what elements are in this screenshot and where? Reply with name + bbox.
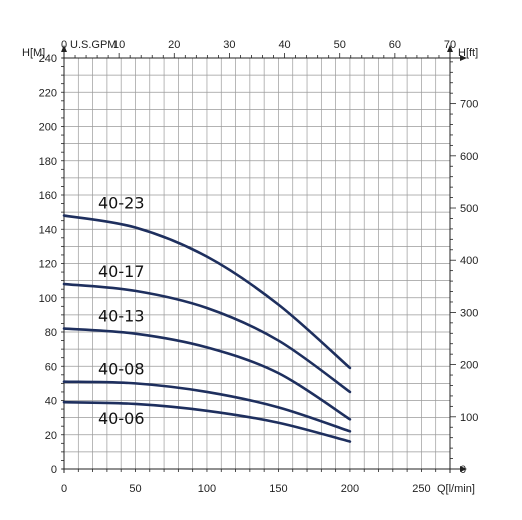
y-axis-right-label: H[ft] <box>458 47 478 59</box>
y-right-tick-label: 600 <box>460 151 478 163</box>
x-bottom-tick-label: 0 <box>61 483 67 495</box>
x-bottom-tick-label: 250 <box>412 483 430 495</box>
y-left-tick-label: 60 <box>45 361 57 373</box>
y-left-tick-label: 140 <box>39 224 57 236</box>
y-left-tick-label: 180 <box>39 156 57 168</box>
y-right-tick-label: 100 <box>460 412 478 424</box>
y-left-tick-label: 200 <box>39 122 57 134</box>
y-right-tick-label: 400 <box>460 255 478 267</box>
y-left-tick-label: 20 <box>45 430 57 442</box>
x-top-tick-label: 70 <box>444 39 456 51</box>
y-right-tick-label: 500 <box>460 203 478 215</box>
x-axis-top-label: U.S.GPM <box>70 39 116 51</box>
y-left-tick-label: 0 <box>51 464 57 476</box>
x-axis-bottom-label: Q[l/min] <box>437 483 475 495</box>
pump-curve-40-13 <box>62 327 352 421</box>
y-left-tick-label: 120 <box>39 259 57 271</box>
tick-labels: 0204060801001201401601802002202400100200… <box>39 39 479 495</box>
curve-label-40-17: 40-17 <box>98 262 145 281</box>
x-bottom-tick-label: 200 <box>341 483 359 495</box>
y-left-tick-label: 220 <box>39 87 57 99</box>
curve-label-40-08: 40-08 <box>98 360 145 379</box>
x-top-tick-label: 30 <box>223 39 235 51</box>
y-axis-left-label: H[M] <box>22 47 45 59</box>
pump-curve-40-06 <box>62 400 352 443</box>
y-left-tick-label: 80 <box>45 327 57 339</box>
x-axis-bottom-arrow <box>460 466 467 472</box>
y-right-tick-label: 200 <box>460 360 478 372</box>
x-top-tick-label: 0 <box>61 39 67 51</box>
curve-label-40-06: 40-06 <box>98 409 145 428</box>
y-axis-right-arrow <box>447 45 453 52</box>
curve-label-40-23: 40-23 <box>98 194 145 213</box>
x-top-tick-label: 50 <box>334 39 346 51</box>
x-axis-top-arrow <box>460 55 467 61</box>
x-top-tick-label: 20 <box>168 39 180 51</box>
pump-curve-40-17 <box>62 282 352 394</box>
curve-labels: 40-23 40-17 40-13 40-08 40-06 <box>98 194 145 429</box>
pump-curve-40-08 <box>62 380 352 433</box>
x-top-tick-label: 40 <box>278 39 290 51</box>
curve-label-40-13: 40-13 <box>98 307 145 326</box>
y-right-tick-label: 700 <box>460 99 478 111</box>
x-bottom-tick-label: 50 <box>129 483 141 495</box>
pump-curve-40-23 <box>62 214 352 370</box>
y-right-tick-label: 0 <box>460 464 466 476</box>
y-left-tick-label: 160 <box>39 190 57 202</box>
x-bottom-tick-label: 150 <box>269 483 287 495</box>
y-axis-left-arrow <box>61 45 67 52</box>
x-bottom-tick-label: 100 <box>198 483 216 495</box>
y-left-tick-label: 100 <box>39 293 57 305</box>
x-top-tick-label: 60 <box>389 39 401 51</box>
x-top-tick-label: 10 <box>113 39 125 51</box>
y-right-tick-label: 300 <box>460 307 478 319</box>
y-left-tick-label: 40 <box>45 396 57 408</box>
y-left-tick-label: 240 <box>39 53 57 65</box>
curves <box>62 214 352 443</box>
